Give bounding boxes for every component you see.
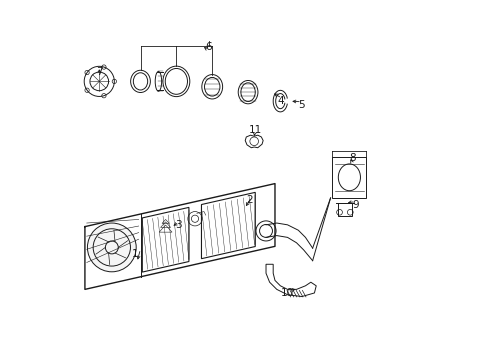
Text: 3: 3 xyxy=(175,220,181,230)
Text: 1: 1 xyxy=(132,248,138,258)
Text: 6: 6 xyxy=(205,42,211,52)
Text: 5: 5 xyxy=(298,100,305,110)
Text: 9: 9 xyxy=(352,200,358,210)
Text: 4: 4 xyxy=(277,96,283,106)
Text: 2: 2 xyxy=(246,195,253,205)
Text: 11: 11 xyxy=(248,125,262,135)
Text: 10: 10 xyxy=(281,288,293,298)
Text: 7: 7 xyxy=(96,67,102,77)
Text: 8: 8 xyxy=(348,153,355,163)
Circle shape xyxy=(87,223,136,272)
